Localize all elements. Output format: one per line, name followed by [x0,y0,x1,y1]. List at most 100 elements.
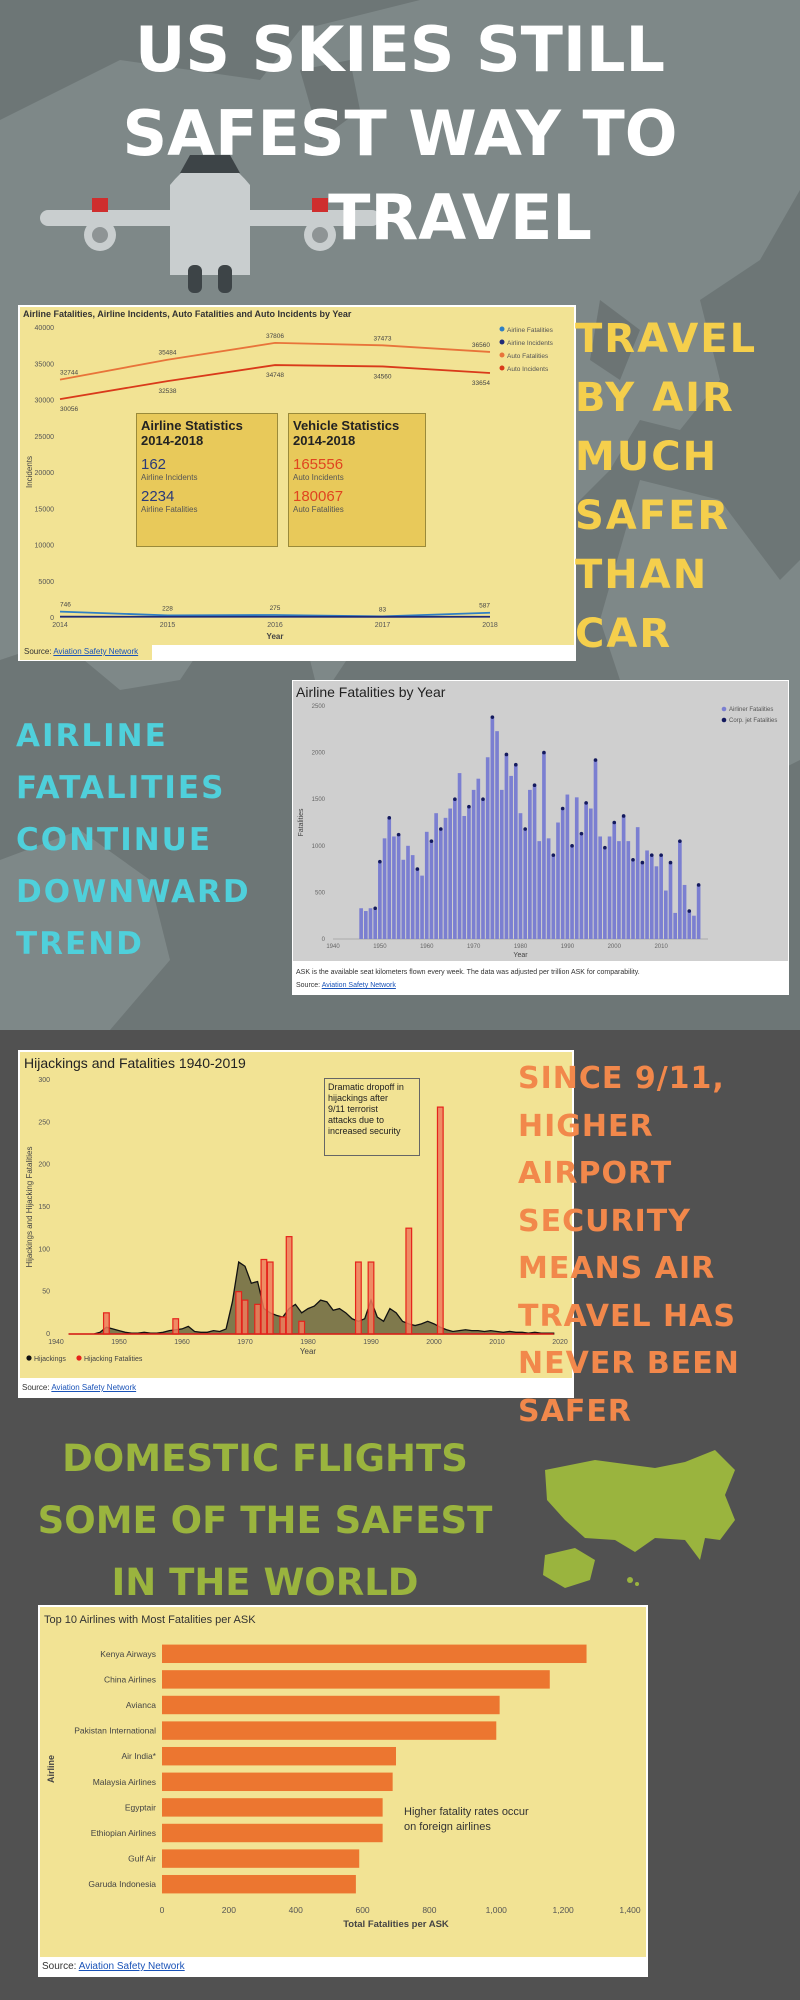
chart3-ytick-6: 300 [38,1077,50,1084]
chart2-dot-2000 [612,820,617,825]
headline-line-3: TRAVEL [328,181,592,254]
chart2-dot-1972 [481,797,485,801]
chart3-fatality-bar-1977 [285,1236,293,1335]
chart2-dot-1998 [603,845,607,850]
chart1-source-label: Source: [24,647,52,656]
chart1-data-label-3-4: 33654 [472,380,490,387]
chart2-bar-1952 [387,817,392,939]
side2-line-5: TREND [16,926,144,962]
chart4-category-4: Air India* [122,1751,157,1761]
headline-line-2: SAFEST WAY TO [122,97,678,170]
chart4-svg: Top 10 Airlines with Most Fatalities per… [44,1614,641,1930]
chart1-ylabel: Incidents [25,456,34,488]
chart2-bar-1974 [490,717,495,939]
chart4-title: Top 10 Airlines with Most Fatalities per… [44,1614,256,1626]
chart1-legend-marker-2 [499,352,505,358]
chart2-bar-1985 [542,752,546,939]
chart2-xtick-0: 1940 [326,944,340,950]
chart1-data-label-0-4: 587 [479,603,490,610]
chart4-bar-5 [162,1772,393,1792]
chart2-bar-1998 [603,847,607,939]
chart1-legend-marker-0 [499,326,505,332]
chart4-category-6: Egyptair [125,1802,156,1812]
heading4-line-1: DOMESTIC FLIGHTS [62,1437,468,1480]
chart2-legend-label-1: Corp. jet Fatalities [729,718,777,724]
chart3-fatality-bar-2001 [436,1106,444,1335]
chart2-bar-1981 [523,829,528,939]
chart3-source-link[interactable]: Aviation Safety Network [51,1383,137,1392]
chart1-data-label-2-1: 35484 [158,350,176,357]
chart2-dot-1991 [570,844,574,848]
vehicle-stats-box: Vehicle Statistics 2014-2018 165556 Auto… [288,413,426,547]
chart2-bar-2014 [678,841,682,939]
chart4-xtick-7: 1,400 [619,1905,641,1915]
domestic-flights-heading: DOMESTIC FLIGHTS SOME OF THE SAFEST IN T… [10,1428,520,1614]
chart2-dot-1979 [514,762,518,767]
chart2-xtick-1: 1950 [373,944,387,950]
chart2-bar-1947 [363,911,368,939]
chart2-legend-marker-1 [721,717,727,723]
chart2-panel: Airline Fatalities by Year 0 500 1000 1500 20… [292,680,789,995]
chart2-dot-1961 [429,839,434,843]
chart2-dot-1966 [453,797,457,801]
chart2-bar-2013 [673,912,678,939]
chart4-category-8: Gulf Air [128,1854,156,1864]
side3-line-2: HIGHER [518,1108,654,1144]
chart2-legend-label-0: Airliner Fatalities [729,707,773,713]
chart4-category-5: Malaysia Airlines [93,1777,156,1787]
chart2-source-link[interactable]: Aviation Safety Network [321,982,396,989]
chart2-xtick-2: 1960 [420,944,434,950]
chart3-ytick-2: 100 [38,1246,50,1253]
chart1-ytick-6: 30000 [35,398,55,405]
chart1-data-label-3-1: 32538 [158,388,176,395]
airplane-icon [40,155,380,293]
chart3-fatality-bar-1976 [279,1316,287,1335]
chart4-bar-0 [162,1644,587,1664]
side1-line-3: MUCH [575,434,719,480]
chart2-bar-1997 [598,836,603,939]
hijack-annotation-line-1: Dramatic dropoff in [328,1082,404,1092]
chart3-ytick-3: 150 [38,1204,50,1211]
chart2-xtick-7: 2010 [654,944,668,950]
hijack-annotation-line-4: attacks due to [328,1115,385,1125]
chart3-ylabel: Hijackings and Hijacking Fatalities [25,1147,34,1268]
airline-annotation: Higher fatality rates occur on foreign a… [404,1805,529,1835]
auto-incidents-label: Auto Incidents [293,473,344,482]
chart1-data-label-0-0: 746 [60,602,71,609]
chart4-category-3: Pakistan International [74,1726,156,1736]
chart1-legend-marker-1 [499,339,505,345]
chart1-source-link[interactable]: Aviation Safety Network [53,647,139,656]
chart2-bar-1962 [434,813,438,939]
chart1-ytick-1: 5000 [38,579,54,586]
auto-fatalities-label: Auto Fatalities [293,505,344,514]
chart3-fatality-bar-1948 [102,1312,110,1335]
chart4-bar-6 [162,1798,383,1817]
chart4-xtick-4: 800 [422,1905,436,1915]
chart4-bar-7 [162,1823,383,1843]
chart2-bar-1946 [359,908,363,939]
chart2-bar-1986 [546,838,551,939]
chart2-xtick-3: 1970 [467,944,481,950]
chart4-bar-4 [162,1746,396,1766]
side3-line-6: TRAVEL HAS [518,1298,736,1334]
chart1-legend-label-0: Airline Fatalities [507,327,554,334]
chart3-fatality-bar-1974 [266,1261,274,1335]
chart3-legend-label-0: Hijackings [34,1356,66,1363]
chart2-dot-1949 [373,906,377,911]
chart2-bar-2011 [663,890,668,939]
chart2-bar-1958 [415,869,420,939]
airline-stats-title: Airline Statistics [141,418,243,433]
chart2-bar-1992 [574,797,579,939]
chart1-xtick-2: 2016 [267,622,283,629]
chart4-source-link[interactable]: Aviation Safety Network [78,1961,185,1972]
chart3-xtick-1: 1950 [111,1339,127,1346]
side1-line-5: THAN [575,552,709,598]
chart1-ytick-8: 40000 [35,325,55,332]
airline-fatalities-value: 2234 [141,488,175,505]
chart1-panel: Airline Fatalities, Airline Incidents, A… [18,305,576,661]
chart3-ytick-4: 200 [38,1162,50,1169]
chart3-fatality-bar-1970 [241,1299,249,1335]
chart2-bar-2004 [631,859,635,939]
chart4-bar-8 [162,1849,360,1868]
chart2-bar-2001 [617,841,621,939]
